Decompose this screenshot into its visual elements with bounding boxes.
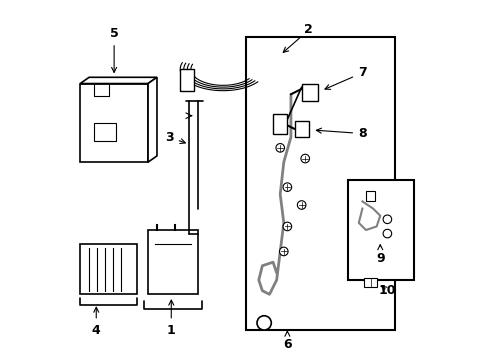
Bar xyxy=(148,230,198,294)
Text: 4: 4 xyxy=(92,307,101,337)
Bar xyxy=(365,191,374,202)
Circle shape xyxy=(382,229,391,238)
Bar xyxy=(80,84,148,162)
Text: 5: 5 xyxy=(109,27,118,72)
Bar xyxy=(180,69,194,91)
Bar xyxy=(272,114,287,134)
Circle shape xyxy=(382,215,391,224)
Text: 7: 7 xyxy=(325,66,366,89)
Text: 6: 6 xyxy=(283,331,291,351)
Text: 2: 2 xyxy=(283,23,312,52)
Circle shape xyxy=(297,201,305,209)
Text: 1: 1 xyxy=(166,300,175,337)
Bar xyxy=(94,123,116,141)
Bar xyxy=(301,84,317,102)
Bar xyxy=(294,121,308,137)
Circle shape xyxy=(300,154,309,163)
Text: 3: 3 xyxy=(165,131,185,144)
Bar xyxy=(347,180,413,280)
Text: 9: 9 xyxy=(375,245,384,265)
Text: 8: 8 xyxy=(316,127,366,140)
Circle shape xyxy=(275,144,284,152)
Circle shape xyxy=(257,316,271,330)
Bar xyxy=(364,278,376,287)
Polygon shape xyxy=(80,77,157,84)
Circle shape xyxy=(283,222,291,231)
Polygon shape xyxy=(148,77,157,162)
Text: 10: 10 xyxy=(378,284,395,297)
Circle shape xyxy=(283,183,291,192)
Bar xyxy=(80,244,137,294)
Circle shape xyxy=(279,247,287,256)
Bar xyxy=(246,37,394,330)
